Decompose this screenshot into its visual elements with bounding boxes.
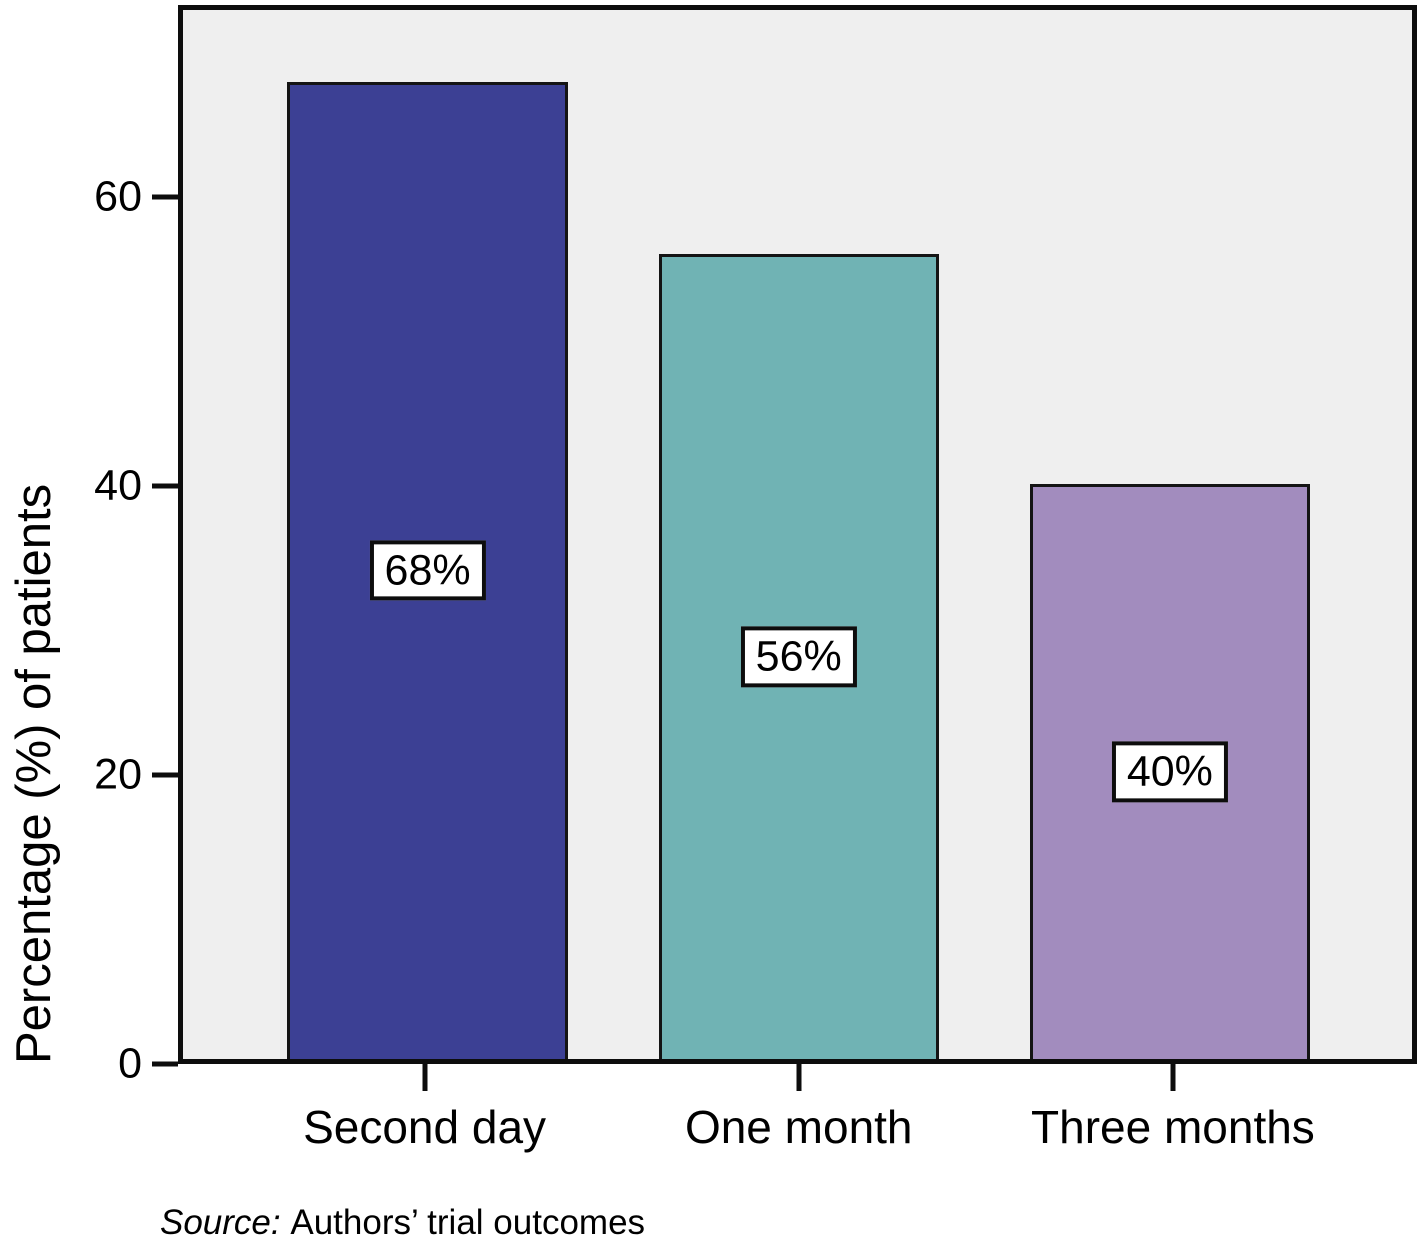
x-tick-label-three-months: Three months bbox=[1031, 1101, 1315, 1153]
source-note-prefix: Source: bbox=[160, 1203, 291, 1242]
y-tick-label-20: 20 bbox=[94, 750, 142, 799]
y-tick-label-0: 0 bbox=[118, 1039, 142, 1088]
x-tick-mark-three-months bbox=[1170, 1064, 1176, 1091]
source-note-text: Authors’ trial outcomes bbox=[290, 1203, 646, 1242]
source-note: Source: Authors’ trial outcomes bbox=[160, 1203, 645, 1243]
x-tick-mark-one-month bbox=[796, 1064, 802, 1091]
y-axis: 0 20 40 60 bbox=[0, 9, 178, 1085]
x-tick-mark-second-day bbox=[422, 1064, 428, 1091]
plot-area: 68% 56% 40% bbox=[178, 5, 1417, 1064]
y-tick-label-40: 40 bbox=[94, 461, 142, 510]
x-axis: Second day One month Three months bbox=[178, 1064, 1417, 1194]
y-tick-label-60: 60 bbox=[94, 172, 142, 221]
bar-value-label-one-month: 56% bbox=[740, 626, 857, 688]
x-tick-label-second-day: Second day bbox=[303, 1101, 547, 1153]
bar-value-label-second-day: 68% bbox=[369, 540, 486, 601]
y-tick-mark-20 bbox=[152, 772, 178, 778]
y-tick-mark-40 bbox=[152, 483, 178, 489]
x-tick-label-one-month: One month bbox=[684, 1101, 913, 1153]
y-tick-mark-60 bbox=[152, 194, 178, 200]
y-tick-mark-0 bbox=[152, 1061, 178, 1067]
bar-value-label-three-months: 40% bbox=[1111, 741, 1228, 802]
